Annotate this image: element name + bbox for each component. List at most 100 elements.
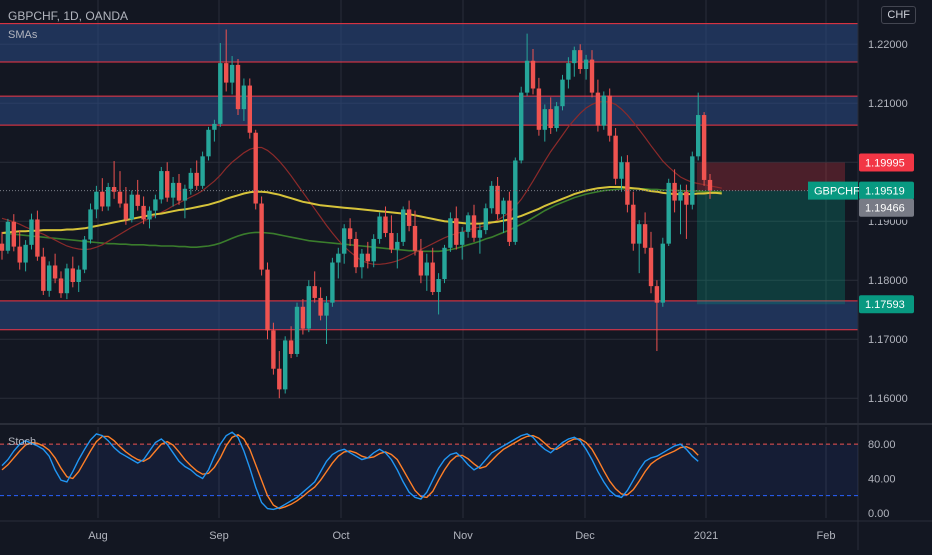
currency-button[interactable]: CHF <box>881 6 916 24</box>
candle-body[interactable] <box>100 191 105 207</box>
candle-body[interactable] <box>707 179 713 191</box>
candle-body[interactable] <box>542 109 547 130</box>
indicator-label[interactable]: SMAs <box>8 29 38 41</box>
candle-body[interactable] <box>218 63 223 124</box>
candle-body[interactable] <box>430 262 435 293</box>
candle-body[interactable] <box>389 233 394 250</box>
candle-body[interactable] <box>495 185 500 215</box>
candle-body[interactable] <box>395 241 400 250</box>
candle-body[interactable] <box>11 221 16 247</box>
candle-body[interactable] <box>442 247 447 280</box>
candle-body[interactable] <box>406 209 412 226</box>
candle-body[interactable] <box>336 253 341 263</box>
candle-body[interactable] <box>88 209 93 240</box>
candle-body[interactable] <box>666 182 671 244</box>
sr-zone[interactable] <box>0 23 858 62</box>
candle-body[interactable] <box>64 268 70 294</box>
price-tag-sma[interactable] <box>859 198 914 217</box>
candle-body[interactable] <box>631 204 636 244</box>
candle-body[interactable] <box>147 210 152 220</box>
price-tag-take-profit[interactable] <box>859 295 914 314</box>
candle-body[interactable] <box>206 129 211 157</box>
candle-body[interactable] <box>436 279 441 293</box>
candle-body[interactable] <box>583 59 589 70</box>
sr-zone[interactable] <box>0 96 858 126</box>
candle-body[interactable] <box>554 106 559 129</box>
candle-body[interactable] <box>342 228 347 254</box>
candle-body[interactable] <box>111 187 117 192</box>
stoch-label[interactable]: Stoch <box>8 436 37 448</box>
candle-body[interactable] <box>194 172 199 186</box>
candle-body[interactable] <box>159 171 164 200</box>
candle-body[interactable] <box>170 182 176 198</box>
candle-body[interactable] <box>359 253 365 268</box>
candle-body[interactable] <box>424 262 429 276</box>
candle-body[interactable] <box>200 156 205 186</box>
candle-body[interactable] <box>454 218 459 245</box>
candle-body[interactable] <box>141 205 146 220</box>
candle-body[interactable] <box>418 250 424 276</box>
candle-body[interactable] <box>300 306 306 329</box>
candle-body[interactable] <box>259 203 264 270</box>
candle-body[interactable] <box>58 278 64 294</box>
candle-body[interactable] <box>0 243 5 251</box>
candle-body[interactable] <box>117 191 123 204</box>
candle-body[interactable] <box>613 135 618 179</box>
candle-body[interactable] <box>572 50 577 64</box>
candle-body[interactable] <box>377 216 382 239</box>
candle-body[interactable] <box>595 92 601 126</box>
candle-body[interactable] <box>165 171 170 198</box>
candle-body[interactable] <box>41 256 46 291</box>
candle-body[interactable] <box>654 286 660 303</box>
candle-body[interactable] <box>401 209 406 242</box>
candle-body[interactable] <box>530 60 536 89</box>
candle-body[interactable] <box>271 330 276 369</box>
candle-body[interactable] <box>701 115 707 180</box>
candle-body[interactable] <box>696 115 701 157</box>
candle-body[interactable] <box>619 162 624 179</box>
candle-body[interactable] <box>294 306 300 354</box>
candle-body[interactable] <box>477 230 483 238</box>
candle-body[interactable] <box>471 215 477 238</box>
candle-body[interactable] <box>589 59 595 93</box>
candle-body[interactable] <box>566 63 571 80</box>
sr-zone[interactable] <box>0 300 858 330</box>
candle-body[interactable] <box>460 231 465 245</box>
candle-body[interactable] <box>29 219 34 245</box>
candle-body[interactable] <box>684 191 689 205</box>
candle-body[interactable] <box>52 265 58 279</box>
candle-body[interactable] <box>642 224 648 248</box>
candle-body[interactable] <box>637 224 642 244</box>
candle-body[interactable] <box>501 200 506 215</box>
price-tag-symbol[interactable] <box>859 181 914 200</box>
candle-body[interactable] <box>383 216 388 234</box>
candle-body[interactable] <box>70 268 75 282</box>
candle-body[interactable] <box>507 200 512 242</box>
candle-body[interactable] <box>601 95 606 126</box>
candle-body[interactable] <box>123 203 129 220</box>
candle-body[interactable] <box>489 185 494 209</box>
candle-body[interactable] <box>560 79 565 107</box>
candle-body[interactable] <box>483 208 488 231</box>
candle-body[interactable] <box>371 238 376 262</box>
candle-body[interactable] <box>524 60 530 93</box>
position-target-zone[interactable] <box>697 190 845 305</box>
candle-body[interactable] <box>448 218 453 248</box>
candle-body[interactable] <box>17 246 22 263</box>
symbol-title[interactable]: GBPCHF, 1D, OANDA <box>8 9 129 23</box>
candle-body[interactable] <box>607 95 612 136</box>
candle-body[interactable] <box>312 286 317 298</box>
candle-body[interactable] <box>536 88 542 130</box>
candle-body[interactable] <box>241 85 247 110</box>
candle-body[interactable] <box>188 172 193 189</box>
candle-body[interactable] <box>306 286 311 329</box>
candle-body[interactable] <box>47 265 52 291</box>
candle-body[interactable] <box>324 302 329 316</box>
candle-body[interactable] <box>23 244 28 263</box>
candle-body[interactable] <box>330 262 335 303</box>
candle-body[interactable] <box>94 191 99 210</box>
candle-body[interactable] <box>353 238 359 268</box>
candle-body[interactable] <box>265 269 270 331</box>
